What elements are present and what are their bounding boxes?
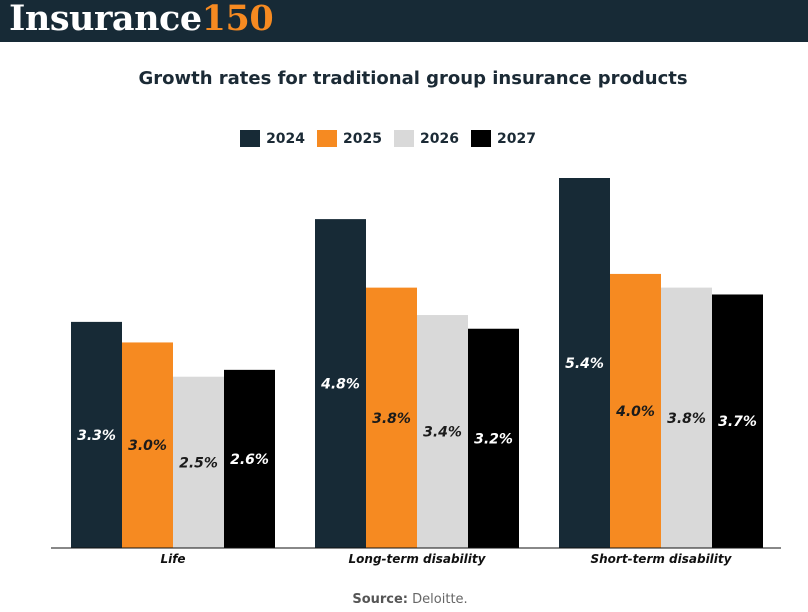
legend-swatch [394, 130, 414, 147]
data-label: 2.6% [230, 452, 269, 468]
bar-2027-0 [224, 369, 275, 548]
bar-2027-2 [712, 294, 763, 548]
bar-2025-2 [610, 273, 661, 548]
bar-2026-2 [661, 287, 712, 548]
bar-2024-0 [71, 321, 122, 548]
source-text: Deloitte. [412, 592, 468, 607]
legend-label: 2025 [343, 130, 382, 147]
data-label: 3.2% [474, 431, 513, 447]
data-label: 5.4% [565, 356, 604, 372]
legend-label: 2027 [496, 130, 536, 147]
bar-2026-0 [173, 376, 224, 548]
data-label: 2.5% [179, 455, 218, 471]
bar-2025-0 [122, 342, 173, 548]
source-label: Source: [352, 592, 409, 607]
bar-2027-1 [468, 328, 519, 548]
data-label: 4.8% [320, 377, 360, 393]
legend-item-2024: 2024 [240, 130, 305, 147]
legend-item-2025: 2025 [317, 130, 382, 147]
brand-logo[interactable]: Insurance150 [9, 0, 274, 40]
legend-item-2026: 2026 [394, 130, 459, 147]
legend-label: 2026 [420, 130, 459, 147]
data-label: 3.4% [423, 425, 462, 441]
source-note: Source: Deloitte. [0, 592, 808, 607]
data-label: 3.0% [128, 438, 167, 454]
legend-swatch [470, 130, 491, 147]
data-label: 3.7% [718, 414, 757, 430]
legend-swatch [317, 130, 338, 147]
bar-2024-1 [315, 219, 366, 548]
header-bar: Insurance150 [0, 0, 808, 42]
chart-legend: 2024 2025 2026 2027 [0, 130, 776, 147]
bar-2024-2 [559, 178, 610, 548]
category-label: Life [160, 552, 185, 566]
category-label: Long-term disability [349, 552, 487, 566]
chart-title: Growth rates for traditional group insur… [138, 68, 688, 89]
logo-number: 150 [201, 0, 274, 39]
legend-label: 2024 [266, 130, 306, 147]
legend-item-2027: 2027 [470, 130, 536, 147]
bar-2025-1 [366, 287, 417, 548]
data-label: 3.8% [372, 411, 411, 427]
data-label: 3.8% [667, 411, 706, 427]
legend-swatch [240, 130, 261, 147]
data-label: 4.0% [615, 404, 655, 420]
category-label: Short-term disability [591, 552, 733, 566]
bar-2026-1 [417, 315, 468, 548]
logo-text: Insurance [9, 0, 202, 39]
data-label: 3.3% [77, 428, 116, 444]
